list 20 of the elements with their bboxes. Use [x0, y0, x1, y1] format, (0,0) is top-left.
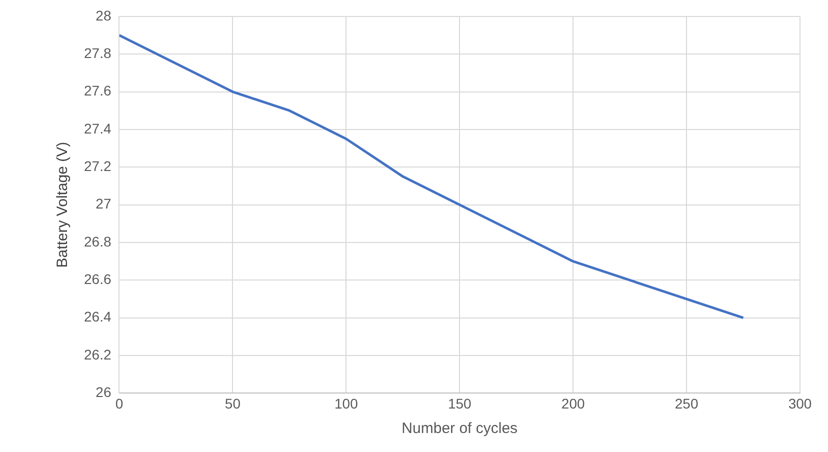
y-tick-label: 27.6	[84, 82, 112, 99]
y-tick-label: 26.4	[84, 308, 112, 325]
x-tick-label: 0	[115, 395, 124, 412]
y-axis-title: Battery Voltage (V)	[54, 142, 72, 268]
y-tick-label: 27.8	[84, 44, 112, 61]
y-tick-label: 27.4	[84, 120, 112, 136]
x-tick-label: 250	[674, 395, 698, 412]
y-tick-label: 28	[96, 7, 112, 24]
x-tick-label: 50	[224, 395, 241, 412]
x-tick-label: 300	[788, 395, 812, 412]
x-tick-label: 150	[448, 395, 472, 412]
x-tick-label: 100	[334, 395, 358, 412]
y-tick-label: 26.2	[84, 346, 112, 362]
y-tick-label: 26.6	[84, 271, 112, 288]
y-tick-label: 26	[96, 384, 112, 400]
y-tick-label: 27	[96, 196, 112, 212]
x-tick-label: 200	[561, 395, 585, 412]
y-tick-label: 27.2	[84, 158, 112, 174]
y-tick-label: 26.8	[84, 233, 112, 250]
x-axis-title: Number of cycles	[402, 420, 518, 438]
